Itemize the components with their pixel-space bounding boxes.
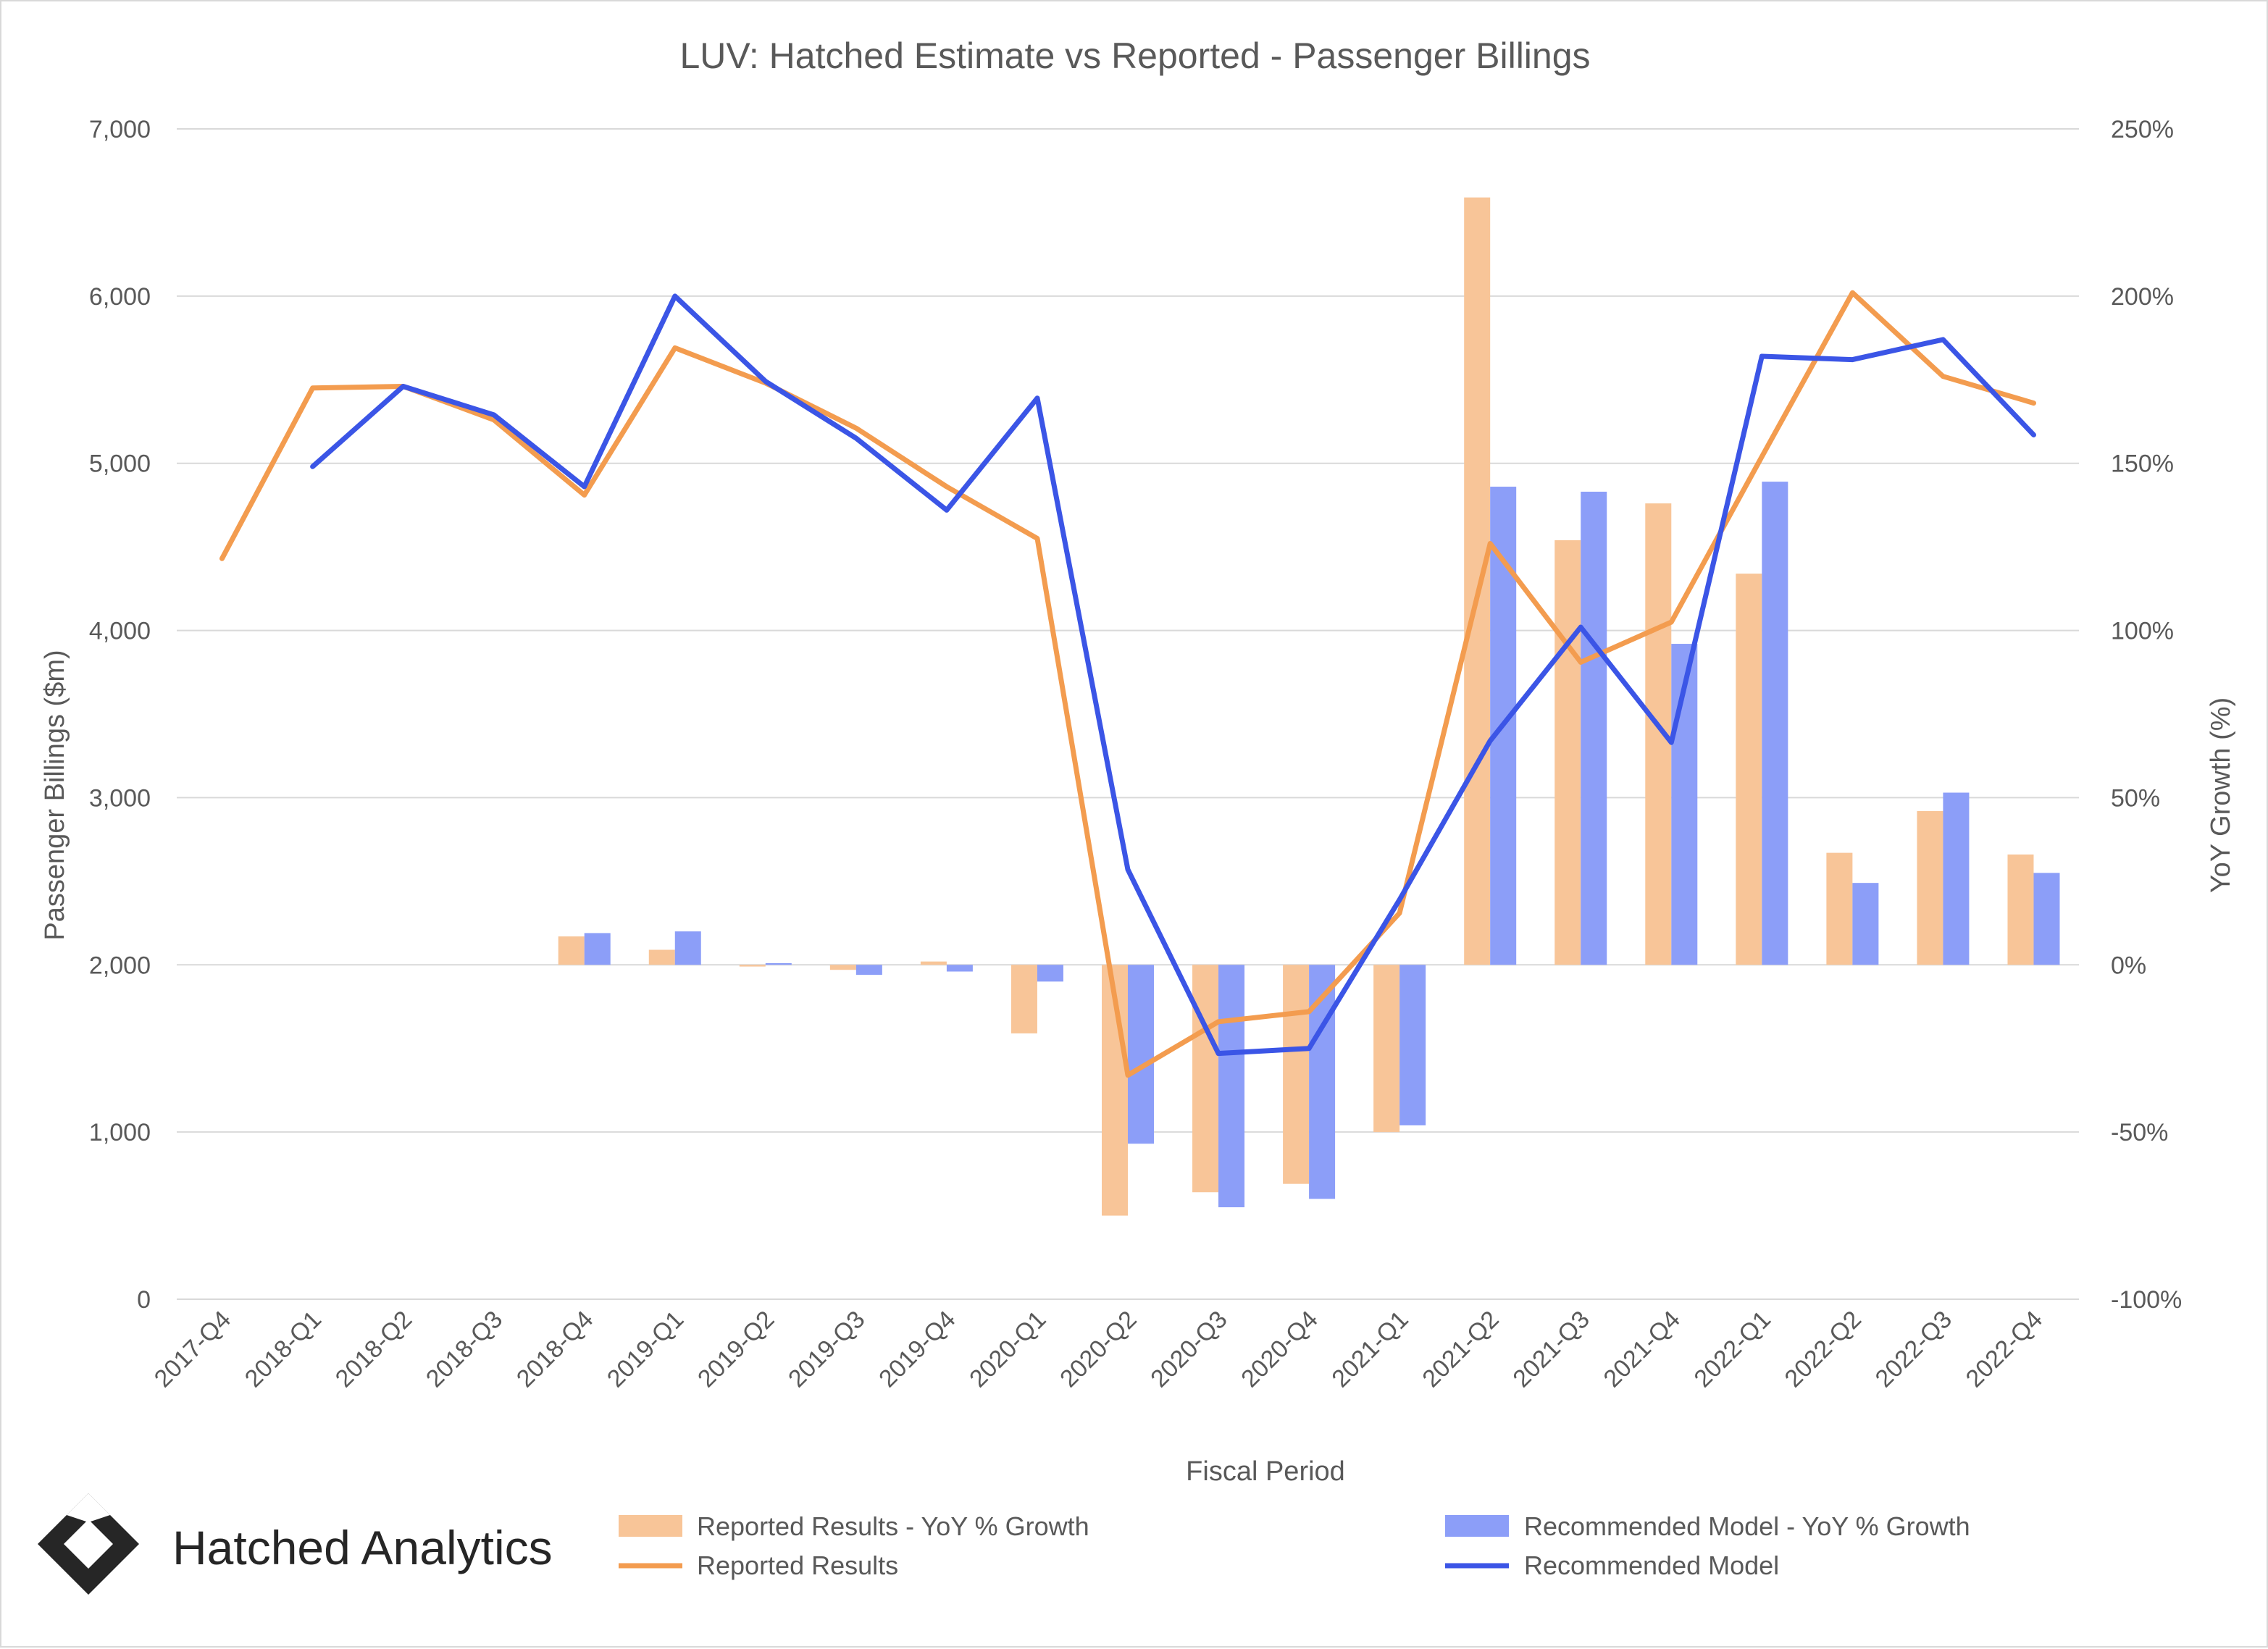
y-tick-label: 2,000 xyxy=(89,952,151,979)
y-tick-label: 3,000 xyxy=(89,784,151,812)
y-axis-title: Passenger Billings ($m) xyxy=(40,650,70,940)
legend: Reported Results - YoY % Growth Reported… xyxy=(619,1511,1970,1580)
bar-reported-yoy xyxy=(558,936,585,965)
bar-model-yoy xyxy=(2033,873,2060,965)
x-tick-label: 2021-Q2 xyxy=(1417,1306,1504,1393)
bar-reported-yoy xyxy=(1826,852,1853,965)
legend-swatch-bar-model xyxy=(1445,1515,1509,1537)
bar-model-yoy xyxy=(1943,792,1970,965)
y2-tick-label: 250% xyxy=(2111,116,2174,143)
bar-reported-yoy xyxy=(829,965,856,970)
bar-model-yoy xyxy=(946,965,973,972)
x-axis-title: Fiscal Period xyxy=(1186,1456,1345,1487)
bar-model-yoy xyxy=(674,931,701,965)
x-tick-label: 2018-Q2 xyxy=(330,1306,417,1393)
bar-reported-yoy xyxy=(1010,965,1037,1033)
bar-reported-yoy xyxy=(1192,965,1219,1193)
brand-name: Hatched Analytics xyxy=(172,1521,553,1574)
y2-tick-label: 50% xyxy=(2111,784,2160,812)
x-tick-label: 2018-Q3 xyxy=(421,1306,508,1393)
x-tick-label: 2019-Q3 xyxy=(783,1306,870,1393)
bar-model-yoy xyxy=(1037,965,1063,982)
y-tick-label: 1,000 xyxy=(89,1119,151,1146)
bar-model-yoy xyxy=(1218,965,1245,1208)
bar-reported-yoy xyxy=(1736,574,1762,965)
y2-axis-title: YoY Growth (%) xyxy=(2206,697,2236,893)
y-tick-label: 7,000 xyxy=(89,116,151,143)
bar-reported-yoy xyxy=(2007,854,2034,965)
x-tick-label: 2019-Q2 xyxy=(692,1306,779,1393)
y-tick-label: 6,000 xyxy=(89,283,151,311)
bar-model-yoy xyxy=(1399,965,1426,1125)
x-tick-label: 2020-Q4 xyxy=(1236,1306,1323,1393)
y2-tick-label: -50% xyxy=(2111,1119,2168,1146)
bar-model-yoy xyxy=(1852,883,1879,965)
x-tick-label: 2021-Q3 xyxy=(1507,1306,1594,1393)
line-reported-results xyxy=(219,290,2036,1078)
x-tick-label: 2022-Q1 xyxy=(1689,1306,1776,1393)
chart-title: LUV: Hatched Estimate vs Reported - Pass… xyxy=(679,35,1590,76)
bar-reported-yoy xyxy=(1464,197,1491,965)
x-tick-label: 2020-Q2 xyxy=(1055,1306,1142,1393)
legend-label-bar-model: Recommended Model - YoY % Growth xyxy=(1524,1511,1970,1541)
legend-label-bar-reported: Reported Results - YoY % Growth xyxy=(697,1511,1089,1541)
x-tick-label: 2022-Q2 xyxy=(1780,1306,1867,1393)
x-tick-label: 2020-Q3 xyxy=(1145,1306,1232,1393)
x-tick-label: 2021-Q4 xyxy=(1599,1306,1686,1393)
x-tick-label: 2017-Q4 xyxy=(149,1306,236,1393)
y-tick-label: 5,000 xyxy=(89,450,151,478)
y2-tick-label: 150% xyxy=(2111,450,2174,478)
y2-tick-label: -100% xyxy=(2111,1286,2182,1314)
bar-reported-yoy xyxy=(739,965,766,967)
bar-reported-yoy xyxy=(648,949,675,965)
x-tick-label: 2022-Q4 xyxy=(1961,1306,2048,1393)
bar-series-layer xyxy=(558,197,2060,1216)
x-tick-label: 2019-Q1 xyxy=(602,1306,689,1393)
bar-model-yoy xyxy=(1128,965,1154,1144)
bar-reported-yoy xyxy=(1283,965,1310,1184)
x-tick-label: 2021-Q1 xyxy=(1326,1306,1413,1393)
bar-reported-yoy xyxy=(920,961,947,965)
x-tick-label: 2022-Q3 xyxy=(1870,1306,1957,1393)
x-tick-label: 2018-Q4 xyxy=(511,1306,598,1393)
x-tick-label: 2020-Q1 xyxy=(964,1306,1051,1393)
legend-label-line-model: Recommended Model xyxy=(1524,1551,1779,1580)
bar-model-yoy xyxy=(855,965,882,975)
y2-tick-label: 0% xyxy=(2111,952,2146,979)
bar-model-yoy xyxy=(765,962,792,965)
legend-swatch-bar-reported xyxy=(619,1515,682,1537)
line-series-layer xyxy=(219,290,2036,1078)
bar-model-yoy xyxy=(1581,491,1607,965)
y-tick-label: 4,000 xyxy=(89,618,151,645)
bar-reported-yoy xyxy=(1917,810,1943,965)
x-tick-label: 2019-Q4 xyxy=(874,1306,961,1393)
legend-label-line-reported: Reported Results xyxy=(697,1551,898,1580)
bar-reported-yoy xyxy=(1373,965,1400,1133)
y2-tick-label: 100% xyxy=(2111,618,2174,645)
line-recommended-model xyxy=(310,293,2036,1057)
hatched-diamond-logo-icon xyxy=(38,1493,139,1595)
y2-tick-label: 200% xyxy=(2111,283,2174,311)
y-tick-label: 0 xyxy=(137,1286,151,1314)
bar-model-yoy xyxy=(584,933,611,965)
bar-model-yoy xyxy=(1762,482,1788,965)
bar-reported-yoy xyxy=(1554,540,1581,965)
x-tick-label: 2018-Q1 xyxy=(240,1306,327,1393)
